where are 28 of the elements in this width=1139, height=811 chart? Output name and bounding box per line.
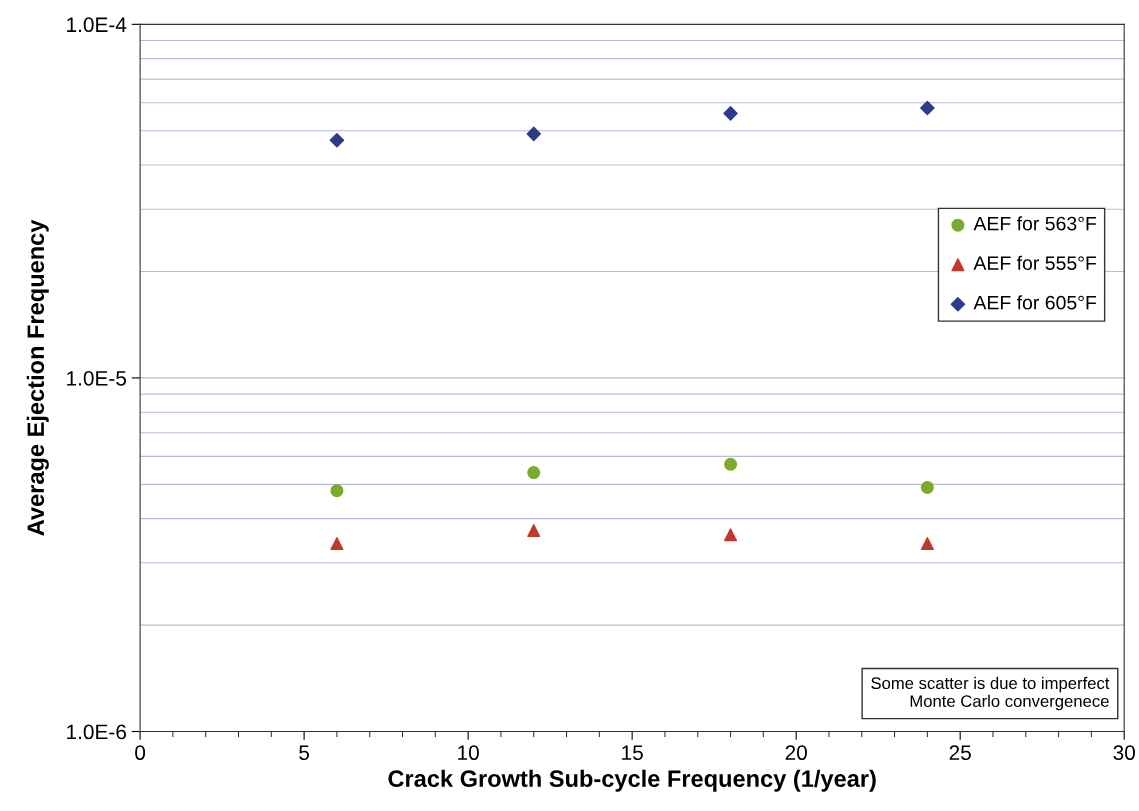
legend-label: AEF for 563°F — [973, 216, 1097, 231]
y-axis-title: Average Ejection Frequency — [26, 219, 49, 536]
x-axis-title: Crack Growth Sub-cycle Frequency (1/year) — [388, 769, 876, 792]
point — [526, 126, 542, 142]
x-tick-label: 5 — [299, 745, 310, 761]
point — [527, 466, 541, 480]
point — [330, 537, 344, 551]
point — [527, 524, 541, 538]
point — [920, 480, 934, 494]
point — [329, 132, 345, 148]
y-tick-label: 1.0E-5 — [67, 370, 127, 386]
point — [330, 484, 344, 498]
legend-label: AEF for 555°F — [973, 255, 1097, 270]
point — [920, 537, 934, 551]
point — [724, 457, 738, 471]
legend-label: AEF for 605°F — [973, 295, 1097, 310]
x-tick-label: 0 — [135, 745, 146, 761]
x-tick-label: 15 — [622, 745, 643, 761]
point — [723, 106, 738, 121]
point — [920, 100, 935, 116]
x-tick-label: 30 — [1113, 745, 1135, 761]
x-tick-label: 25 — [949, 745, 971, 761]
point — [724, 528, 738, 542]
x-tick-label: 10 — [458, 745, 479, 761]
x-tick-label: 20 — [785, 745, 807, 761]
annotation: Some scatter is due to imperfect Monte Carlo convergenece — [871, 676, 1110, 711]
y-tick-label: 1.0E-6 — [67, 724, 126, 740]
y-tick-label: 1.0E-4 — [67, 17, 127, 33]
